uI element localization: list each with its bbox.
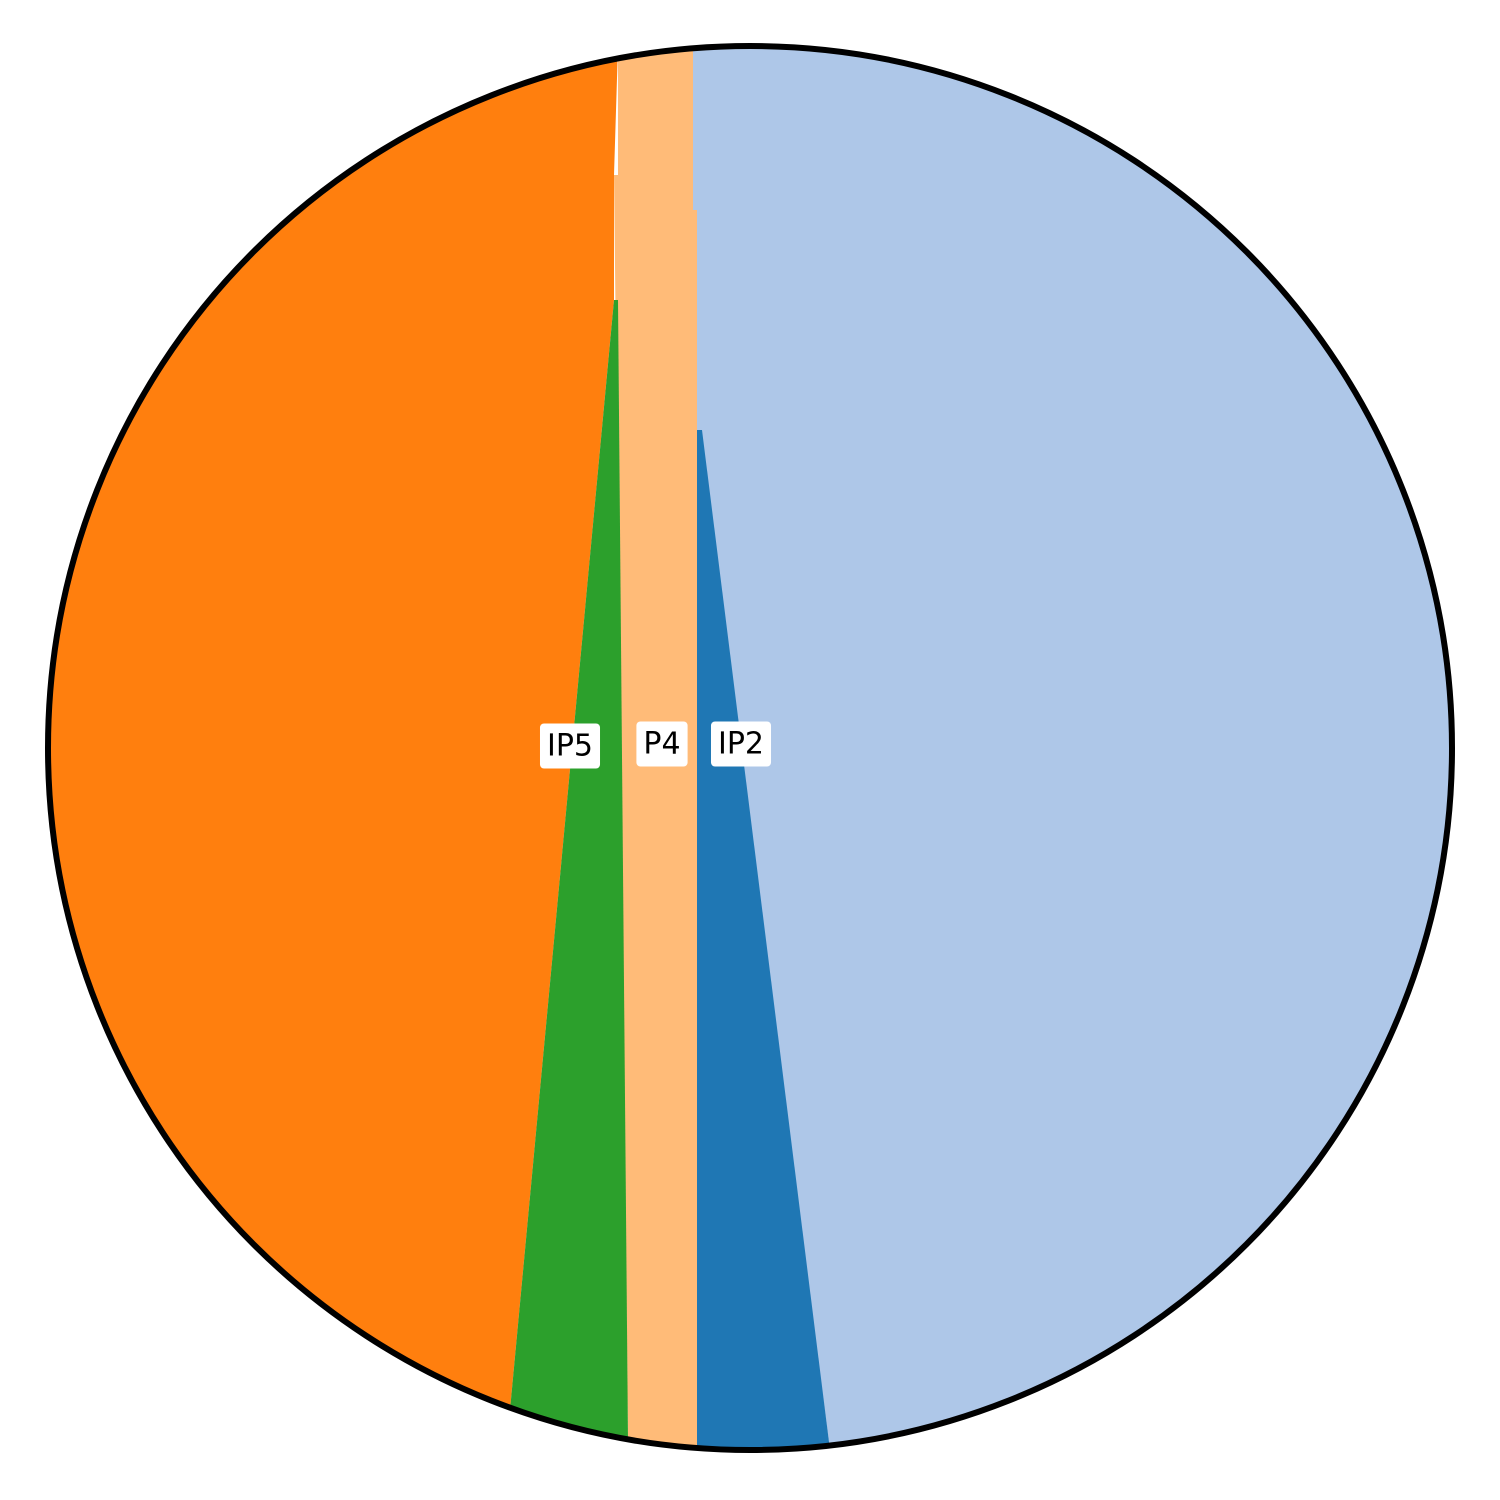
- slice-label-box-ip5: [539, 723, 601, 769]
- pie-slice-orange: [48, 46, 618, 1450]
- pie-outline: [45, 43, 1455, 1453]
- slice-label-box-p4: [636, 721, 688, 767]
- pie-slices: [48, 46, 1452, 1450]
- slice-label-text-ip5: IP5: [547, 729, 593, 764]
- pie-slice-light-blue: [693, 46, 1452, 1450]
- slice-labels: IP2 IP5 P4: [539, 721, 772, 769]
- pie-slice-ip5: [510, 300, 628, 1450]
- slice-label-text-p4: P4: [643, 727, 680, 762]
- slice-label-text-ip2: IP2: [718, 727, 764, 762]
- slice-label-box-ip2: [710, 721, 772, 767]
- pie-slice-ip2: [697, 430, 830, 1450]
- slice-label-p4: P4: [636, 721, 688, 767]
- slice-label-ip2: IP2: [710, 721, 772, 767]
- slice-label-ip5: IP5: [539, 723, 601, 769]
